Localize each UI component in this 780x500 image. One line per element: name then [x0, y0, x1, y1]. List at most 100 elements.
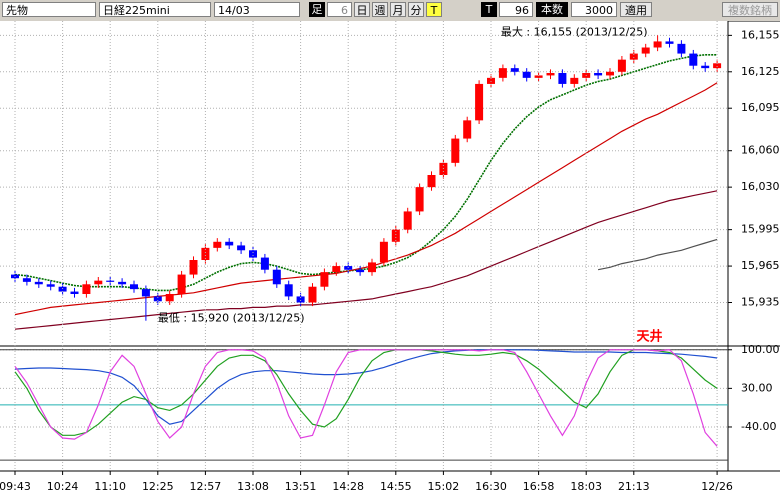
tick-label: T: [481, 2, 497, 17]
candle-body: [130, 284, 138, 290]
max-annotation: 最大 : 16,155 (2013/12/25): [501, 24, 648, 38]
y-tick-label: 16,125: [741, 65, 780, 78]
bar-input[interactable]: 6: [327, 2, 352, 17]
x-tick-label: 14:55: [380, 480, 412, 493]
candle-body: [427, 175, 436, 188]
candle-body: [153, 296, 162, 302]
apply-button[interactable]: 適用: [620, 2, 652, 17]
candle-body: [249, 250, 257, 258]
y-tick-label: 16,030: [741, 180, 780, 193]
x-tick-label: 12:57: [190, 480, 222, 493]
candle-body: [70, 291, 79, 294]
candle-body: [284, 284, 293, 297]
candle-body: [403, 211, 412, 230]
candle-body: [629, 53, 638, 60]
candle-body: [487, 77, 495, 84]
x-tick-label: 16:30: [475, 480, 507, 493]
candle-body: [165, 294, 174, 302]
x-tick-label: 12:25: [142, 480, 174, 493]
candle-body: [570, 77, 579, 84]
candle-body: [177, 274, 186, 294]
candle-body: [356, 269, 365, 273]
candle-body: [498, 68, 507, 78]
candle-body: [332, 266, 341, 273]
min-annotation: 最低 : 15,920 (2013/12/25): [158, 312, 305, 325]
candle-body: [82, 284, 91, 294]
candle-body: [272, 269, 281, 285]
candle-body: [368, 262, 376, 273]
candle-body: [510, 68, 519, 72]
count-input[interactable]: 3000: [571, 2, 617, 17]
candle-body: [391, 229, 400, 242]
line-series: [14, 349, 718, 436]
count-label: 本数: [536, 2, 568, 17]
candle-body: [308, 286, 317, 303]
candle-body: [201, 247, 210, 260]
candle-body: [106, 280, 115, 282]
bar-label: 足: [309, 2, 325, 17]
candle-body: [558, 73, 567, 84]
candle-body: [213, 241, 222, 248]
week-button[interactable]: 週: [372, 2, 388, 17]
candle-body: [522, 71, 531, 78]
candle-body: [701, 65, 710, 69]
candle-body: [534, 75, 543, 78]
ceiling-annotation: 天井: [636, 329, 662, 345]
line-series: [597, 238, 718, 271]
candle-body: [237, 245, 246, 251]
x-tick-label: 16:58: [523, 480, 555, 493]
candle-body: [58, 286, 67, 292]
candle-body: [189, 260, 198, 275]
line-series: [14, 349, 718, 425]
y-tick-label: 16,095: [741, 101, 780, 114]
x-tick-label: 11:10: [94, 480, 126, 493]
y-tick-label: 16,060: [741, 144, 780, 157]
x-tick-label: 14:28: [332, 480, 364, 493]
y-tick-label: -40.00: [741, 420, 776, 433]
candle-body: [475, 83, 484, 121]
symbol-select[interactable]: 日経225mini: [99, 2, 211, 17]
candle-body: [606, 71, 614, 76]
x-tick-label: 18:03: [570, 480, 602, 493]
candle-body: [677, 43, 686, 54]
candle-body: [22, 278, 31, 282]
x-tick-label: 09:43: [0, 480, 31, 493]
y-tick-label: 15,935: [741, 296, 780, 309]
y-tick-label: 30.00: [741, 381, 773, 394]
line-series: [14, 190, 718, 330]
candle-body: [451, 138, 460, 163]
tick-button[interactable]: T: [426, 2, 442, 17]
y-tick-label: 15,965: [741, 259, 780, 272]
candle-body: [296, 296, 305, 303]
candle-body: [617, 59, 626, 72]
candle-body: [94, 280, 103, 285]
plot-background: [0, 21, 728, 471]
multi-button[interactable]: 複数銘柄: [722, 2, 778, 17]
candle-body: [379, 241, 388, 263]
x-tick-label: 15:02: [428, 480, 460, 493]
minute-button[interactable]: 分: [408, 2, 424, 17]
x-tick-label: 10:24: [47, 480, 79, 493]
x-tick-label: 12/26: [701, 480, 733, 493]
candle-body: [594, 73, 603, 76]
candle-body: [653, 41, 662, 48]
contract-select[interactable]: 14/03: [214, 2, 300, 17]
candle-body: [689, 53, 698, 66]
month-button[interactable]: 月: [390, 2, 406, 17]
candle-body: [260, 257, 269, 270]
candle-body: [641, 47, 650, 54]
x-tick-label: 13:08: [237, 480, 269, 493]
candle-body: [665, 41, 674, 44]
tick-input[interactable]: 96: [499, 2, 533, 17]
candle-body: [463, 120, 472, 139]
candle-body: [225, 241, 234, 246]
candle-body: [713, 63, 722, 69]
candle-body: [141, 289, 150, 297]
candle-body: [415, 187, 424, 212]
day-button[interactable]: 日: [354, 2, 370, 17]
candle-body: [46, 284, 55, 287]
y-tick-label: 15,995: [741, 223, 780, 236]
market-select[interactable]: 先物: [2, 2, 96, 17]
x-tick-label: 21:13: [618, 480, 650, 493]
